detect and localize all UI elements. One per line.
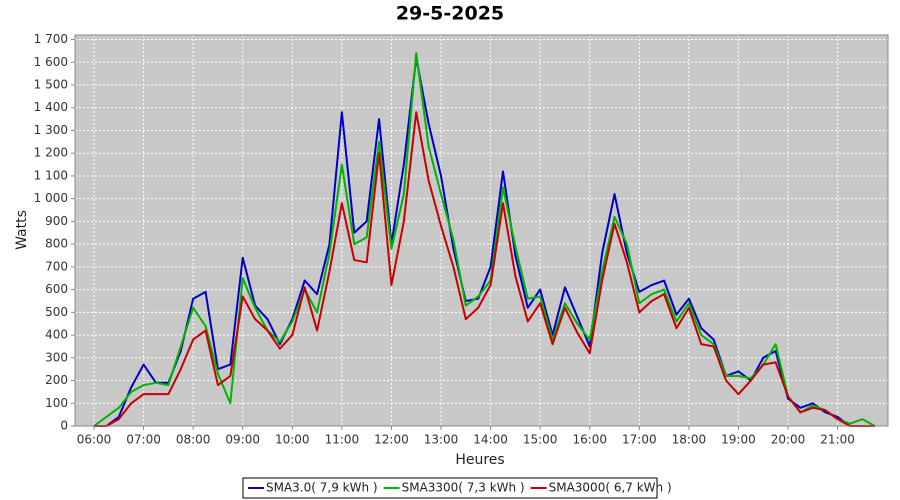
y-tick-label: 1 700 xyxy=(34,32,68,46)
legend-label: SMA3.0( 7,9 kWh ) xyxy=(266,481,378,495)
x-tick-label: 16:00 xyxy=(572,433,607,447)
x-tick-label: 09:00 xyxy=(225,433,260,447)
y-tick-label: 0 xyxy=(60,419,68,433)
x-tick-label: 18:00 xyxy=(672,433,707,447)
y-tick-label: 200 xyxy=(45,373,68,387)
plot-area xyxy=(74,34,889,427)
y-tick-label: 300 xyxy=(45,350,68,364)
x-tick-label: 07:00 xyxy=(126,433,161,447)
y-tick-label: 100 xyxy=(45,396,68,410)
y-tick-label: 900 xyxy=(45,214,68,228)
plot-border xyxy=(74,34,889,427)
y-tick-label: 1 100 xyxy=(34,168,68,182)
x-tick-label: 06:00 xyxy=(77,433,112,447)
y-tick-label: 600 xyxy=(45,282,68,296)
x-tick-label: 10:00 xyxy=(275,433,310,447)
y-tick-label: 1 000 xyxy=(34,191,68,205)
y-tick-label: 1 300 xyxy=(34,123,68,137)
chart-title: 29-5-2025 xyxy=(396,3,504,25)
y-tick-label: 700 xyxy=(45,259,68,273)
x-tick-label: 14:00 xyxy=(473,433,508,447)
x-tick-label: 13:00 xyxy=(424,433,459,447)
series-line xyxy=(93,52,876,427)
x-tick-label: 15:00 xyxy=(523,433,558,447)
x-tick-label: 17:00 xyxy=(622,433,657,447)
y-tick-label: 500 xyxy=(45,305,68,319)
series-line xyxy=(94,111,875,427)
x-axis-label: Heures xyxy=(455,452,504,468)
x-tick-label: 20:00 xyxy=(771,433,806,447)
legend-label: SMA3300( 7,3 kWh ) xyxy=(402,481,525,495)
y-axis-label: Watts xyxy=(14,210,30,250)
y-tick-label: 400 xyxy=(45,328,68,342)
y-tick-label: 1 200 xyxy=(34,146,68,160)
x-tick-label: 19:00 xyxy=(721,433,756,447)
x-tick-label: 21:00 xyxy=(820,433,855,447)
y-tick-label: 800 xyxy=(45,237,68,251)
series-line xyxy=(94,56,875,427)
x-tick-label: 08:00 xyxy=(176,433,211,447)
x-tick-label: 12:00 xyxy=(374,433,409,447)
legend-box xyxy=(242,477,658,499)
y-tick-label: 1 600 xyxy=(34,55,68,69)
legend-label: SMA3000( 6,7 kWh ) xyxy=(549,481,672,495)
y-tick-label: 1 500 xyxy=(34,78,68,92)
x-tick-label: 11:00 xyxy=(325,433,360,447)
y-tick-label: 1 400 xyxy=(34,100,68,114)
